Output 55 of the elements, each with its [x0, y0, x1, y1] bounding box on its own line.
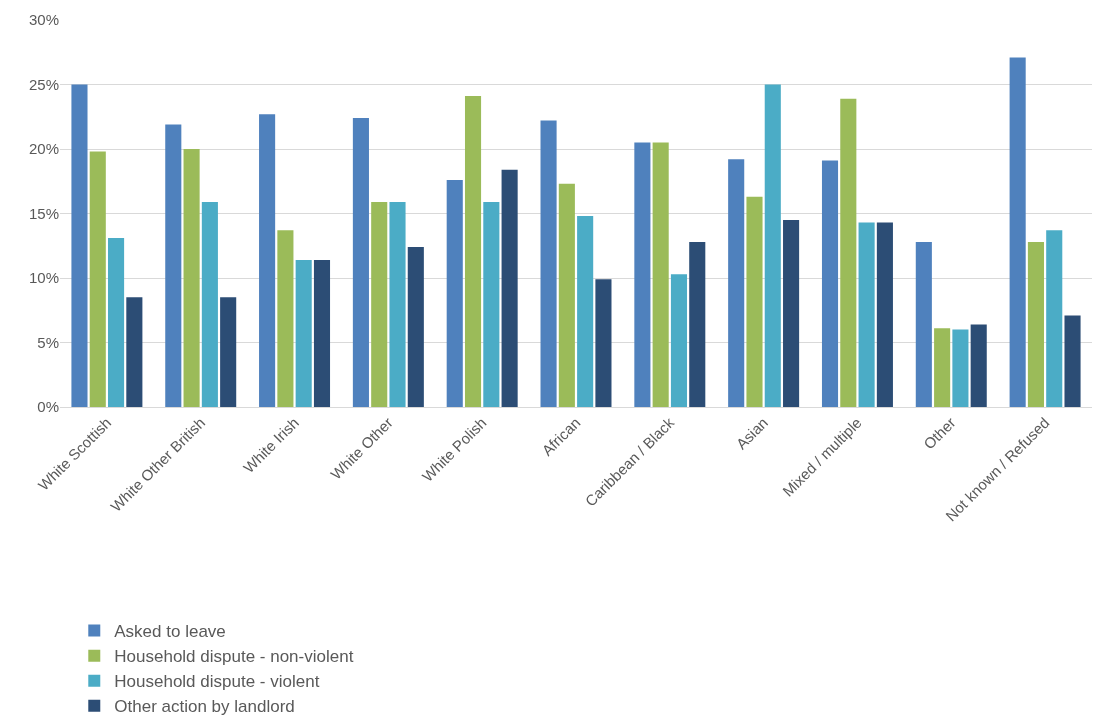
- y-tick-label: 30%: [28, 11, 59, 29]
- bar: [220, 297, 237, 407]
- bar: [71, 84, 88, 407]
- bar: [876, 222, 893, 407]
- bar: [313, 259, 331, 407]
- bar: [352, 118, 369, 407]
- bar: [746, 196, 763, 407]
- bar: [689, 241, 706, 407]
- bar: [201, 201, 218, 407]
- bar: [89, 151, 106, 407]
- bar: [464, 96, 482, 407]
- bar: [1009, 57, 1026, 407]
- y-tick-label: 0%: [37, 398, 59, 416]
- bar: [389, 201, 406, 407]
- bar: [1027, 241, 1044, 407]
- bar: [577, 216, 594, 407]
- y-tick-label: 10%: [28, 269, 59, 287]
- legend-label: Asked to leave: [114, 622, 226, 642]
- bar: [446, 179, 463, 407]
- bar: [970, 324, 987, 407]
- bar: [183, 149, 200, 407]
- y-tick-label: 15%: [28, 204, 59, 222]
- bar: [277, 230, 294, 407]
- legend-label: Household dispute - non-violent: [114, 647, 354, 667]
- bar: [371, 201, 388, 407]
- bar: [840, 98, 857, 407]
- bar: [483, 201, 500, 407]
- bar: [540, 120, 557, 407]
- bar: [108, 238, 125, 407]
- bar: [1064, 315, 1081, 407]
- bar: [821, 160, 839, 407]
- legend-label: Other action by landlord: [114, 697, 295, 717]
- y-tick-label: 20%: [28, 140, 59, 158]
- bar: [670, 274, 688, 407]
- bar: [783, 219, 800, 407]
- bar: [165, 124, 182, 407]
- bar: [652, 142, 669, 407]
- bar: [501, 169, 518, 407]
- y-tick-label: 5%: [37, 333, 59, 351]
- bar: [764, 84, 781, 407]
- bar: [558, 183, 575, 407]
- bar: [915, 241, 932, 407]
- bar: [295, 259, 312, 407]
- bar: [634, 142, 651, 407]
- y-tick-label: 25%: [28, 75, 59, 93]
- bar: [407, 247, 424, 407]
- bar: [595, 279, 612, 407]
- legend-label: Household dispute - violent: [114, 672, 320, 692]
- bar: [858, 222, 875, 407]
- bar: [259, 114, 276, 407]
- bar: [1046, 230, 1063, 407]
- bar: [934, 328, 951, 407]
- bar: [728, 159, 745, 407]
- bar: [126, 297, 143, 407]
- bar: [952, 329, 969, 407]
